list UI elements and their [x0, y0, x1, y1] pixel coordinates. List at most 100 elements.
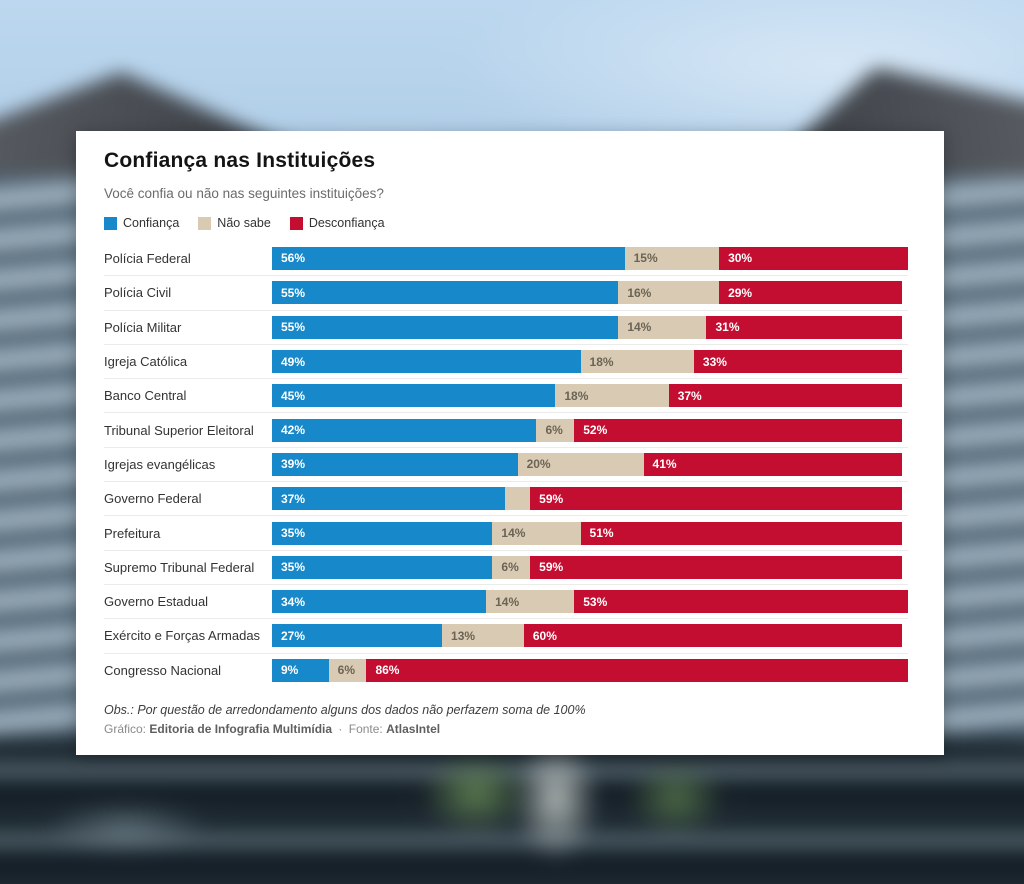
bar-value-label: 53% — [583, 594, 608, 609]
bar-value-label: 41% — [652, 457, 677, 472]
bar-segment-confianca: 37% — [272, 487, 505, 511]
bar-value-label: 33% — [702, 354, 727, 369]
source-name: AtlasIntel — [386, 721, 441, 736]
chart-title: Confiança nas Instituições — [104, 149, 376, 172]
bar-segment-confianca: 49% — [272, 350, 581, 374]
bar-segment-desconfianca: 33% — [693, 350, 902, 374]
bar-segment-desconfianca: 51% — [580, 521, 902, 545]
source-prefix: Fonte: — [348, 721, 383, 736]
credit-prefix: Gráfico: — [104, 721, 147, 736]
bar-value-label: 6% — [545, 423, 563, 438]
row-label: Polícia Federal — [104, 250, 191, 266]
row-label: Governo Federal — [104, 491, 202, 507]
bar-segment-nao_sabe: 6% — [536, 418, 575, 442]
bar-segment-desconfianca: 60% — [523, 624, 902, 648]
footnote: Obs.: Por questão de arredondamento algu… — [104, 702, 586, 717]
bar-value-label: 35% — [281, 526, 306, 541]
legend: Confiança Não sabe Desconfiança — [104, 216, 908, 230]
bar-segment-nao_sabe: 16% — [618, 281, 720, 305]
chart-row: Supremo Tribunal Federal 35% 6% 59% — [104, 549, 908, 584]
chart-rows: Polícia Federal 56% 15% 30% Polícia Civil 55%… — [104, 241, 908, 687]
bar-value-label: 27% — [281, 628, 306, 643]
bar-value-label: 37% — [281, 491, 306, 506]
bar-value-label: 56% — [281, 251, 306, 266]
bar-segment-confianca: 55% — [272, 315, 619, 339]
bar-value-label: 6% — [337, 663, 356, 678]
bar-segment-desconfianca: 86% — [366, 658, 908, 682]
legend-item-desconfianca: Desconfiança — [289, 216, 385, 230]
row-label: Prefeitura — [104, 525, 161, 541]
chart-row: Polícia Federal 56% 15% 30% — [104, 241, 908, 275]
chart-row: Polícia Militar 55% 14% 31% — [104, 309, 908, 344]
bar-value-label: 49% — [281, 354, 306, 369]
chart-row: Congresso Nacional 9% 6% 86% — [104, 652, 908, 687]
legend-item-nao_sabe: Não sabe — [198, 216, 271, 230]
stacked-bar: 55% 14% 31% — [272, 315, 908, 339]
bar-value-label: 29% — [728, 285, 753, 300]
legend-label: Confiança — [123, 216, 180, 230]
legend-item-confianca: Confiança — [104, 216, 179, 230]
bar-value-label: 42% — [281, 423, 306, 438]
bar-value-label: 14% — [627, 320, 652, 335]
bar-segment-nao_sabe: 14% — [486, 590, 575, 614]
bar-segment-desconfianca: 29% — [719, 281, 902, 305]
bar-value-label: 15% — [633, 251, 658, 266]
chart-row: Governo Estadual 34% 14% 53% — [104, 583, 908, 618]
credit-separator: · — [338, 721, 343, 736]
bar-value-label: 18% — [589, 354, 614, 369]
bar-value-label: 14% — [501, 526, 526, 541]
bar-segment-confianca: 45% — [272, 384, 556, 408]
bar-value-label: 55% — [281, 320, 306, 335]
bar-value-label: 6% — [501, 560, 519, 575]
legend-swatch-desconfianca — [289, 216, 303, 230]
bar-value-label: 86% — [375, 663, 400, 678]
row-label: Igreja Católica — [104, 354, 188, 370]
chart-row: Tribunal Superior Eleitoral 42% 6% 52% — [104, 412, 908, 446]
bar-value-label: 59% — [539, 491, 564, 506]
bar-value-label: 51% — [589, 526, 614, 541]
chart-card: Confiança nas Instituições Você confia o… — [76, 131, 944, 755]
chart-row: Igrejas evangélicas 39% 20% 41% — [104, 446, 908, 481]
bar-segment-confianca: 35% — [272, 555, 493, 579]
bar-value-label: 39% — [281, 457, 306, 472]
bar-segment-desconfianca: 59% — [530, 555, 902, 579]
bar-segment-nao_sabe: 20% — [517, 452, 644, 476]
chart-row: Exército e Forças Armadas 27% 13% 60% — [104, 618, 908, 652]
legend-swatch-confianca — [104, 216, 117, 230]
bar-segment-desconfianca: 30% — [719, 246, 908, 270]
bar-value-label: 45% — [281, 388, 306, 403]
chart-row: Polícia Civil 55% 16% 29% — [104, 275, 908, 309]
legend-swatch-nao_sabe — [198, 216, 212, 230]
stacked-bar: 55% 16% 29% — [272, 281, 908, 305]
bar-segment-desconfianca: 37% — [668, 384, 902, 408]
row-label: Polícia Civil — [104, 285, 172, 301]
row-label: Igrejas evangélicas — [104, 456, 216, 472]
bar-segment-desconfianca: 53% — [574, 590, 908, 614]
stacked-bar: 27% 13% 60% — [272, 624, 908, 648]
chart-row: Prefeitura 35% 14% 51% — [104, 515, 908, 549]
bar-segment-desconfianca: 41% — [643, 452, 902, 476]
bar-value-label: 37% — [677, 388, 702, 403]
row-label: Banco Central — [104, 388, 187, 404]
street-level — [0, 738, 1024, 884]
bar-segment-nao_sabe: 18% — [555, 384, 669, 408]
chart-row: Igreja Católica 49% 18% 33% — [104, 343, 908, 378]
bar-segment-confianca: 27% — [272, 624, 443, 648]
bar-segment-confianca: 42% — [272, 418, 537, 442]
bar-segment-confianca: 55% — [272, 281, 619, 305]
stacked-bar: 35% 6% 59% — [272, 555, 908, 579]
bar-segment-nao_sabe: 6% — [328, 658, 367, 682]
bar-value-label: 9% — [281, 663, 299, 678]
bar-value-label: 52% — [583, 423, 608, 438]
bar-value-label: 16% — [627, 285, 652, 300]
bar-segment-nao_sabe: 18% — [580, 350, 694, 374]
stacked-bar: 42% 6% 52% — [272, 418, 908, 442]
row-label: Supremo Tribunal Federal — [104, 559, 255, 575]
bar-segment-nao_sabe: 14% — [618, 315, 707, 339]
bar-segment-desconfianca: 52% — [574, 418, 902, 442]
credit-line: Gráfico: Editoria de Infografia Multimíd… — [104, 722, 908, 736]
bar-value-label: 14% — [495, 594, 520, 609]
bar-value-label: 35% — [281, 560, 306, 575]
bar-segment-nao_sabe: 14% — [492, 521, 581, 545]
